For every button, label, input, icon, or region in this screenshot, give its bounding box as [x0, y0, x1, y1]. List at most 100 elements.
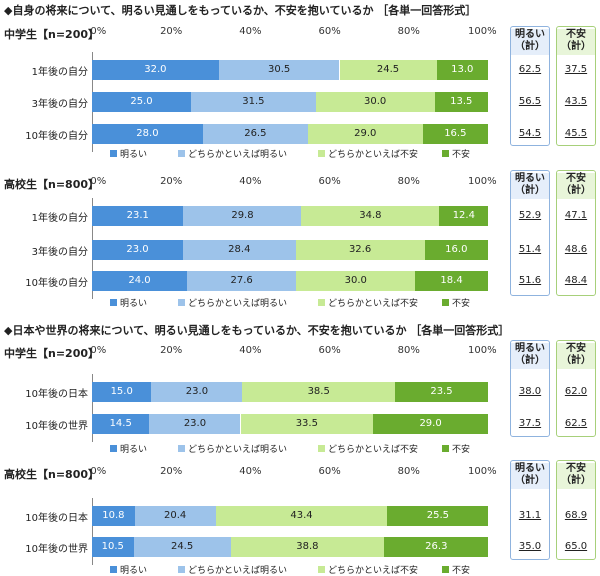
row-label: 10年後の自分 [25, 278, 88, 289]
bar-segment: 12.4 [439, 206, 489, 226]
x-tick-label: 100% [467, 345, 497, 356]
x-tick-label: 0% [90, 176, 107, 187]
bar-segment: 23.1 [92, 206, 184, 226]
anxious-total-header: 不安 （計） [557, 463, 595, 489]
legend-item: どちらかといえば明るい [178, 296, 287, 309]
y-axis-line [92, 374, 93, 442]
legend-label: どちらかといえば明るい [188, 150, 288, 160]
anxious-total-value: 62.5 [564, 418, 588, 429]
x-tick-label: 60% [318, 176, 341, 187]
bar-segment: 24.5 [133, 537, 231, 557]
legend-label: どちらかといえば不安 [328, 445, 419, 455]
bar-segment: 16.0 [424, 240, 488, 260]
legend-label: 明るい [120, 299, 148, 309]
legend-label: 不安 [452, 445, 471, 455]
bright-total-header: 明るい （計） [511, 173, 549, 199]
x-tick-label: 40% [239, 26, 262, 37]
bar-segment: 33.5 [240, 414, 374, 434]
anxious-total-box: 不安 （計） [556, 340, 596, 437]
bright-total-box: 明るい （計） [510, 460, 550, 560]
x-tick-label: 0% [90, 466, 107, 477]
legend-label: 不安 [452, 566, 471, 576]
legend-label: 明るい [120, 566, 148, 576]
bright-total-value: 38.0 [518, 386, 542, 397]
row-label: 1年後の自分 [31, 67, 88, 78]
bar-segment: 31.5 [191, 92, 316, 112]
bar-segment: 30.0 [296, 271, 416, 291]
row-label: 10年後の日本 [25, 513, 88, 524]
anxious-total-header: 不安 （計） [557, 173, 595, 199]
bar-segment: 27.6 [187, 271, 297, 291]
anxious-total-value: 37.5 [564, 64, 588, 75]
legend-label: 不安 [452, 150, 471, 160]
bar-segment: 28.4 [183, 240, 296, 260]
x-tick-label: 80% [397, 466, 420, 477]
bar-segment: 24.0 [92, 271, 188, 291]
bright-total-value: 51.4 [518, 244, 542, 255]
anxious-total-box: 不安 （計） [556, 170, 596, 296]
legend-label: どちらかといえば明るい [188, 299, 288, 309]
legend-swatch [318, 445, 325, 452]
legend-item: 明るい [110, 442, 147, 455]
row-label: 1年後の自分 [31, 213, 88, 224]
anxious-total-box: 不安 （計） [556, 26, 596, 146]
group-label: 高校生【n=800】 [4, 178, 100, 191]
y-axis-line [92, 498, 93, 565]
bright-total-box: 明るい （計） [510, 26, 550, 146]
bright-total-value: 35.0 [518, 541, 542, 552]
bar-segment: 10.5 [92, 537, 134, 557]
bright-total-value: 37.5 [518, 418, 542, 429]
legend-item: どちらかといえば明るい [178, 147, 287, 160]
bright-total-header: 明るい （計） [511, 463, 549, 489]
anxious-total-value: 68.9 [564, 510, 588, 521]
anxious-total-value: 43.5 [564, 96, 588, 107]
legend-swatch [442, 299, 449, 306]
bright-total-value: 31.1 [518, 510, 542, 521]
legend-item: 明るい [110, 296, 147, 309]
legend-swatch [318, 150, 325, 157]
legend-label: 明るい [120, 150, 148, 160]
legend-item: どちらかといえば明るい [178, 563, 287, 576]
bar-segment: 43.4 [215, 506, 388, 526]
x-tick-label: 20% [160, 176, 183, 187]
legend-swatch [178, 445, 185, 452]
anxious-total-header: 不安 （計） [557, 343, 595, 369]
x-tick-label: 80% [397, 26, 420, 37]
legend-label: どちらかといえば明るい [188, 445, 288, 455]
bar-segment: 13.5 [434, 92, 488, 112]
legend-item: 不安 [442, 296, 470, 309]
legend-item: どちらかといえば不安 [318, 147, 418, 160]
x-tick-label: 100% [467, 176, 497, 187]
anxious-total-value: 65.0 [564, 541, 588, 552]
bar-segment: 20.4 [134, 506, 216, 526]
bar-segment: 18.4 [415, 271, 488, 291]
x-tick-label: 20% [160, 345, 183, 356]
bright-total-value: 51.6 [518, 275, 542, 286]
legend-item: どちらかといえば明るい [178, 442, 287, 455]
legend-item: 明るい [110, 147, 147, 160]
row-label: 3年後の自分 [31, 99, 88, 110]
legend-swatch [318, 299, 325, 306]
legend-swatch [178, 150, 185, 157]
legend-swatch [442, 566, 449, 573]
legend-swatch [442, 445, 449, 452]
bar-segment: 24.5 [339, 60, 437, 80]
legend-swatch [442, 150, 449, 157]
anxious-total-box: 不安 （計） [556, 460, 596, 560]
bright-total-header: 明るい （計） [511, 343, 549, 369]
bar-segment: 34.8 [301, 206, 440, 226]
bar-segment: 26.5 [202, 124, 308, 144]
legend-swatch [110, 299, 117, 306]
bar-segment: 16.5 [422, 124, 488, 144]
x-tick-label: 60% [318, 466, 341, 477]
legend-label: どちらかといえば不安 [328, 150, 419, 160]
row-label: 10年後の世界 [25, 421, 88, 432]
bright-total-value: 56.5 [518, 96, 542, 107]
row-label: 10年後の自分 [25, 131, 88, 142]
x-tick-label: 60% [318, 345, 341, 356]
anxious-total-value: 47.1 [564, 210, 588, 221]
anxious-total-header: 不安 （計） [557, 29, 595, 55]
x-tick-label: 20% [160, 466, 183, 477]
bar-segment: 32.6 [295, 240, 425, 260]
x-tick-label: 100% [467, 466, 497, 477]
